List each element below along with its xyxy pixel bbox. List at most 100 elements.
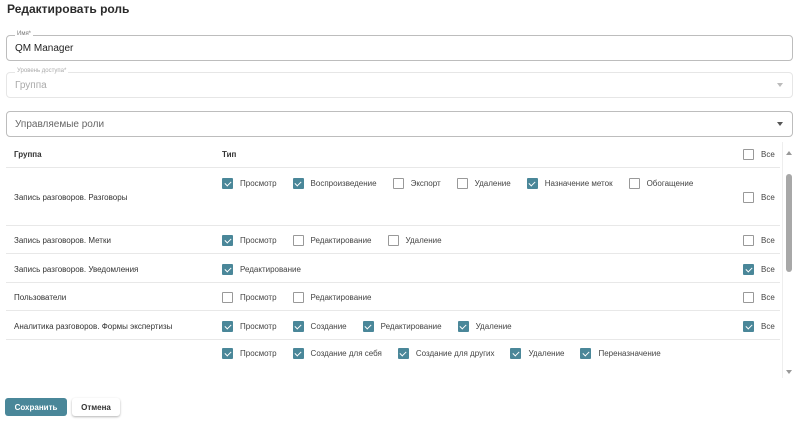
checkbox-icon[interactable] xyxy=(628,178,640,189)
permission-label: Удаление xyxy=(475,322,512,331)
permission-label: Просмотр xyxy=(240,179,277,188)
permission-types: Просмотр Редактирование xyxy=(222,292,732,303)
permission-label: Создание xyxy=(310,322,347,331)
row-select-all-checkbox[interactable]: Все xyxy=(743,292,775,303)
permission-types: Просмотр Создание для себя Создание для др… xyxy=(222,348,732,359)
row-select-all-checkbox[interactable]: Все xyxy=(743,264,775,275)
group-name: Пользователи xyxy=(14,293,67,302)
permission-label: Редактирование xyxy=(240,265,301,274)
checkbox-icon[interactable] xyxy=(222,321,233,332)
permission-checkbox[interactable]: Удаление xyxy=(387,235,442,246)
permission-checkbox[interactable]: Обогащение xyxy=(628,178,693,189)
permission-checkbox[interactable]: Просмотр xyxy=(222,235,277,246)
permission-checkbox[interactable]: Просмотр xyxy=(222,292,277,303)
table-row: Просмотр Создание для себя Создание для др… xyxy=(6,340,780,378)
row-select-all-checkbox[interactable]: Все xyxy=(743,321,775,332)
checkbox-icon[interactable] xyxy=(580,348,592,359)
permission-checkbox[interactable]: Удаление xyxy=(510,348,564,359)
checkbox-icon[interactable] xyxy=(222,178,233,189)
checkbox-icon[interactable] xyxy=(362,321,374,332)
checkbox-icon[interactable] xyxy=(526,178,538,189)
checkbox-icon[interactable] xyxy=(222,264,233,275)
permission-types: Просмотр Воспроизведение Экспорт Удаление На… xyxy=(222,178,732,189)
dropdown-arrow-icon[interactable] xyxy=(777,122,783,126)
permission-label: Редактирование xyxy=(310,293,372,302)
checkbox-icon[interactable] xyxy=(392,178,404,189)
permission-checkbox[interactable]: Просмотр xyxy=(222,348,277,359)
scrollbar[interactable] xyxy=(782,142,795,378)
checkbox-icon[interactable] xyxy=(510,348,522,359)
checkbox-icon[interactable] xyxy=(292,292,304,303)
access-level-select: Уровень доступа* Группа xyxy=(6,68,793,98)
group-name: Аналитика разговоров. Формы экспертизы xyxy=(14,322,173,331)
permission-label: Удаление xyxy=(528,349,565,358)
table-row: Запись разговоров. Разговоры Просмотр Восп… xyxy=(6,168,780,226)
permission-checkbox[interactable]: Создание для других xyxy=(397,348,495,359)
permission-checkbox[interactable]: Удаление xyxy=(456,178,511,189)
permission-checkbox[interactable]: Редактирование xyxy=(222,264,301,275)
table-row: Запись разговоров. Уведомления Редактиров… xyxy=(6,254,780,283)
checkbox-icon[interactable] xyxy=(743,292,754,303)
checkbox-icon[interactable] xyxy=(292,348,304,359)
group-name: Запись разговоров. Уведомления xyxy=(14,265,139,274)
permission-types: Просмотр Создание Редактирование Удаление xyxy=(222,321,732,332)
permission-checkbox[interactable]: Удаление xyxy=(457,321,512,332)
permission-label: Просмотр xyxy=(240,349,277,358)
checkbox-icon[interactable] xyxy=(292,235,304,246)
permission-types: Редактирование xyxy=(222,264,732,275)
scroll-up-icon[interactable] xyxy=(786,151,792,155)
checkbox-icon[interactable] xyxy=(743,149,754,160)
checkbox-icon[interactable] xyxy=(292,178,304,189)
permission-checkbox[interactable]: Создание xyxy=(292,321,347,332)
permission-checkbox[interactable]: Воспроизведение xyxy=(292,178,377,189)
permission-checkbox[interactable]: Назначение меток xyxy=(526,178,613,189)
access-level-value: Группа xyxy=(15,80,47,91)
permission-label: Удаление xyxy=(405,236,442,245)
permission-label: Редактирование xyxy=(310,236,372,245)
scrollbar-thumb[interactable] xyxy=(786,174,792,272)
name-field[interactable]: Имя* QM Manager xyxy=(6,31,793,61)
row-select-all-checkbox[interactable]: Все xyxy=(743,192,775,203)
cancel-button[interactable]: Отмена xyxy=(72,398,120,416)
group-name: Запись разговоров. Разговоры xyxy=(14,193,128,202)
name-label: Имя* xyxy=(15,31,34,37)
checkbox-icon[interactable] xyxy=(387,235,399,246)
permission-checkbox[interactable]: Экспорт xyxy=(392,178,441,189)
permission-checkbox[interactable]: Переназначение xyxy=(580,348,661,359)
permission-label: Создание для других xyxy=(415,349,495,358)
checkbox-icon[interactable] xyxy=(743,264,754,275)
permission-checkbox[interactable]: Просмотр xyxy=(222,321,277,332)
permission-checkbox[interactable]: Создание для себя xyxy=(292,348,382,359)
scroll-down-icon[interactable] xyxy=(786,370,792,374)
permission-checkbox[interactable]: Редактирование xyxy=(362,321,442,332)
save-button[interactable]: Сохранить xyxy=(5,398,67,416)
permissions-table: Группа Тип Все Запись разговоров. Разгов… xyxy=(6,142,780,378)
permission-label: Просмотр xyxy=(240,236,277,245)
type-column-header: Тип xyxy=(222,150,237,159)
checkbox-icon[interactable] xyxy=(292,321,304,332)
managed-roles-select[interactable]: Управляемые роли xyxy=(6,111,793,137)
checkbox-icon[interactable] xyxy=(222,235,233,246)
group-name: Запись разговоров. Метки xyxy=(14,236,111,245)
permission-checkbox[interactable]: Просмотр xyxy=(222,178,277,189)
checkbox-icon[interactable] xyxy=(743,192,754,203)
checkbox-icon[interactable] xyxy=(456,178,468,189)
permission-checkbox[interactable]: Редактирование xyxy=(292,235,372,246)
checkbox-icon[interactable] xyxy=(457,321,469,332)
permission-label: Воспроизведение xyxy=(310,179,377,188)
row-select-all-checkbox[interactable]: Все xyxy=(743,235,775,246)
permission-label: Удаление xyxy=(474,179,511,188)
table-row: Пользователи Просмотр Редактирование Все xyxy=(6,283,780,311)
checkbox-icon[interactable] xyxy=(222,348,233,359)
permission-types: Просмотр Редактирование Удаление xyxy=(222,235,732,246)
managed-roles-placeholder: Управляемые роли xyxy=(15,119,105,130)
select-all-checkbox[interactable]: Все xyxy=(743,149,775,160)
table-row: Запись разговоров. Метки Просмотр Редактир… xyxy=(6,226,780,254)
table-header: Группа Тип Все xyxy=(6,142,780,168)
checkbox-icon[interactable] xyxy=(222,292,233,303)
permission-label: Редактирование xyxy=(380,322,442,331)
checkbox-icon[interactable] xyxy=(743,321,754,332)
checkbox-icon[interactable] xyxy=(743,235,754,246)
checkbox-icon[interactable] xyxy=(397,348,409,359)
permission-checkbox[interactable]: Редактирование xyxy=(292,292,372,303)
